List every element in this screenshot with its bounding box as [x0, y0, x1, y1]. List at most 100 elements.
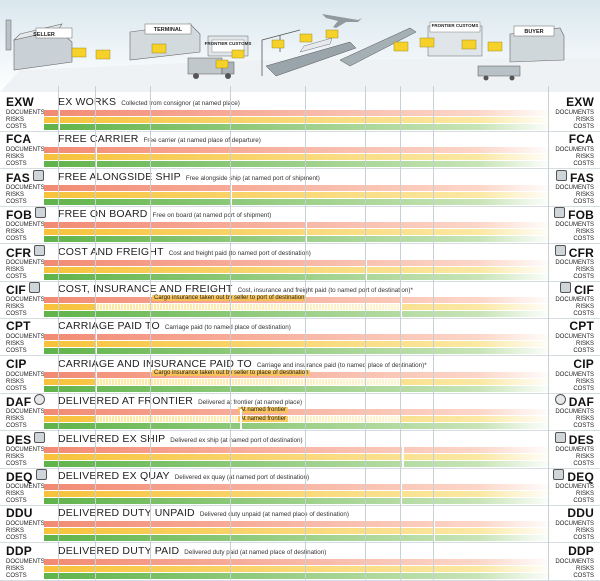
- risks-label-right: RISKS: [575, 191, 594, 198]
- stage-divider-line: [365, 86, 366, 580]
- risks-label-right: RISKS: [575, 304, 594, 310]
- costs-label: COSTS: [6, 273, 27, 280]
- term-row-cfr: CFR COST AND FREIGHT Cost and freight paid…: [0, 244, 600, 282]
- costs-bar: [44, 273, 554, 280]
- costs-label-right: COSTS: [573, 348, 594, 355]
- stage-divider-line: [548, 86, 549, 580]
- documents-label: DOCUMENTS: [6, 184, 45, 191]
- cargo-ship-icon: [339, 27, 417, 67]
- sea-transport-icon: [554, 431, 566, 443]
- costs-label: COSTS: [6, 124, 27, 130]
- costs-label-right: COSTS: [573, 273, 594, 280]
- stage-divider-line: [400, 86, 401, 580]
- risks-label-right: RISKS: [575, 528, 594, 535]
- risks-label: RISKS: [6, 117, 25, 123]
- train-icon: [477, 65, 521, 81]
- costs-label-right: COSTS: [573, 572, 594, 579]
- costs-bar: [44, 236, 554, 243]
- sea-transport-icon: [556, 169, 568, 181]
- row-divider: [0, 467, 600, 469]
- term-code: FAS: [6, 169, 44, 185]
- costs-label: COSTS: [6, 311, 27, 317]
- sea-transport-icon: [553, 469, 565, 480]
- risks-bar: [44, 341, 554, 348]
- term-code-right: CIP: [573, 356, 594, 371]
- term-row-ddp: DDP DELIVERED DUTY PAID Delivered duty pai…: [0, 544, 600, 581]
- costs-label: COSTS: [6, 535, 27, 542]
- risks-label-right: RISKS: [575, 416, 594, 423]
- term-code-right: CPT: [569, 319, 594, 334]
- logistics-scene: SELLER TERMINAL FRONTIER CUSTOMS: [0, 0, 600, 92]
- row-divider: [0, 168, 600, 170]
- term-name: FREE CARRIER Free carrier (at named place…: [58, 133, 261, 146]
- costs-label: COSTS: [6, 161, 27, 168]
- costs-label: COSTS: [6, 572, 27, 579]
- risks-label-right: RISKS: [575, 565, 594, 572]
- insurance-note: Cargo insurance taken out by seller to p…: [152, 295, 307, 301]
- risks-label-right: RISKS: [575, 453, 594, 460]
- buyer-building-icon: [509, 25, 565, 63]
- term-description: Carriage paid (to named place of destina…: [164, 324, 291, 332]
- term-row-exw: EXW EX WORKS Collected from consignor (at …: [0, 95, 600, 132]
- risks-label-right: RISKS: [575, 266, 594, 273]
- documents-label-right: DOCUMENTS: [555, 184, 594, 191]
- documents-label: DOCUMENTS: [6, 334, 45, 341]
- term-row-cip: CIP CARRIAGE AND INSURANCE PAID TO Carriag…: [0, 357, 600, 394]
- term-description: Free alongside ship (at named port of sh…: [185, 174, 320, 182]
- costs-label-right: COSTS: [573, 423, 594, 430]
- stage-divider-line: [230, 86, 231, 580]
- term-description: Free on board (at named port of shipment…: [152, 212, 272, 220]
- term-name: COST AND FREIGHT Cost and freight paid (t…: [58, 245, 311, 258]
- risks-label: RISKS: [6, 304, 25, 310]
- costs-label: COSTS: [6, 498, 27, 504]
- costs-bar: [44, 460, 554, 467]
- transfer-point-marker: [433, 521, 435, 542]
- frontier-customs-left-label: FRONTIER CUSTOMS: [205, 41, 252, 46]
- term-row-daf: DAF DELIVERED AT FRONTIER Delivered at fro…: [0, 394, 600, 432]
- term-code-right: DAF: [554, 394, 594, 409]
- risks-label: RISKS: [6, 416, 25, 423]
- term-name: DELIVERED EX SHIP Delivered ex ship (at n…: [58, 432, 303, 445]
- documents-label-right: DOCUMENTS: [555, 259, 594, 266]
- term-code: FCA: [6, 132, 32, 147]
- risks-label-right: RISKS: [575, 491, 594, 497]
- stage-divider-line: [95, 86, 96, 580]
- documents-label-right: DOCUMENTS: [555, 446, 594, 453]
- documents-bar: [44, 259, 554, 266]
- term-code: DDP: [6, 543, 32, 558]
- documents-bar: [44, 484, 554, 490]
- row-divider: [0, 205, 600, 207]
- costs-bar: [44, 124, 554, 130]
- documents-label-right: DOCUMENTS: [555, 110, 594, 116]
- documents-label: DOCUMENTS: [6, 558, 45, 565]
- transfer-point-marker: [240, 409, 242, 430]
- risks-label: RISKS: [6, 378, 25, 385]
- costs-label-right: COSTS: [573, 385, 594, 392]
- term-code: DES: [6, 431, 46, 447]
- term-code-right: EXW: [566, 95, 594, 109]
- insurance-zone-bar: [96, 304, 400, 310]
- documents-bar: [44, 147, 554, 154]
- stage-divider-line: [150, 86, 151, 580]
- term-description: Delivered duty paid (at named place of d…: [184, 548, 327, 556]
- costs-label: COSTS: [6, 423, 27, 430]
- documents-label: DOCUMENTS: [6, 110, 45, 116]
- term-name: DELIVERED AT FRONTIER Delivered at fronti…: [58, 395, 303, 408]
- term-code-right: FAS: [556, 169, 594, 185]
- costs-bar: [44, 423, 554, 430]
- risks-label: RISKS: [6, 191, 25, 198]
- term-code: DAF: [6, 394, 46, 409]
- costs-label-right: COSTS: [573, 535, 594, 542]
- insurance-note: Cargo insurance taken out by seller to p…: [152, 369, 311, 376]
- documents-bar: [44, 184, 554, 191]
- term-row-fca: FCA FREE CARRIER Free carrier (at named pl…: [0, 132, 600, 170]
- row-divider: [0, 392, 600, 394]
- term-row-fas: FAS FREE ALONGSIDE SHIP Free alongside shi…: [0, 169, 600, 207]
- term-name: CARRIAGE PAID TO Carriage paid (to named …: [58, 320, 291, 333]
- transfer-point-marker: [95, 147, 97, 168]
- term-row-cif: CIF COST, INSURANCE AND FREIGHT Cost, insu…: [0, 282, 600, 319]
- buyer-label: BUYER: [524, 29, 543, 35]
- risks-label: RISKS: [6, 266, 25, 273]
- term-description: Delivered ex ship (at named port of dest…: [170, 436, 303, 444]
- row-divider: [0, 505, 600, 506]
